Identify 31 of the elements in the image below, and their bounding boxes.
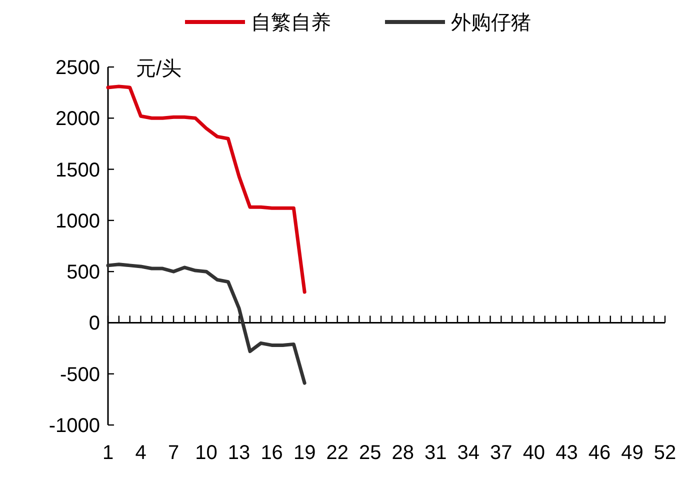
y-axis-title: 元/头 <box>136 58 182 80</box>
x-tick-label: 10 <box>195 442 218 464</box>
x-tick-label: 22 <box>326 442 348 464</box>
x-tick-label: 7 <box>168 442 180 464</box>
y-tick-label: 0 <box>88 312 100 335</box>
x-tick-label: 43 <box>556 442 578 464</box>
x-tick-label: 34 <box>457 442 480 464</box>
x-tick-label: 28 <box>392 442 414 464</box>
x-tick-label: 31 <box>424 442 447 464</box>
y-tick-label: -500 <box>60 364 100 386</box>
y-tick-label: -1000 <box>48 415 100 437</box>
y-tick-label: 500 <box>66 262 100 284</box>
x-tick-label: 4 <box>135 442 146 464</box>
line-series <box>106 84 306 294</box>
legend-label: 自繁自养 <box>251 12 331 34</box>
x-tick-label: 13 <box>228 442 250 464</box>
x-tick-label: 16 <box>260 442 283 464</box>
y-tick-label: 2000 <box>56 108 100 130</box>
x-tick-label: 40 <box>522 442 546 464</box>
x-tick-label: 46 <box>588 442 611 464</box>
legend-label: 外购仔猪 <box>451 12 531 34</box>
y-tick-label: 1000 <box>56 210 100 232</box>
y-tick-label: 2500 <box>56 57 100 79</box>
x-tick-label: 1 <box>102 442 114 464</box>
x-tick-label: 19 <box>293 442 316 464</box>
x-tick-label: 25 <box>358 442 382 464</box>
x-tick-label: 52 <box>654 442 676 464</box>
y-tick-label: 1500 <box>56 159 100 182</box>
line-series <box>106 262 306 385</box>
x-tick-label: 49 <box>621 442 644 464</box>
x-tick-label: 37 <box>490 442 512 464</box>
